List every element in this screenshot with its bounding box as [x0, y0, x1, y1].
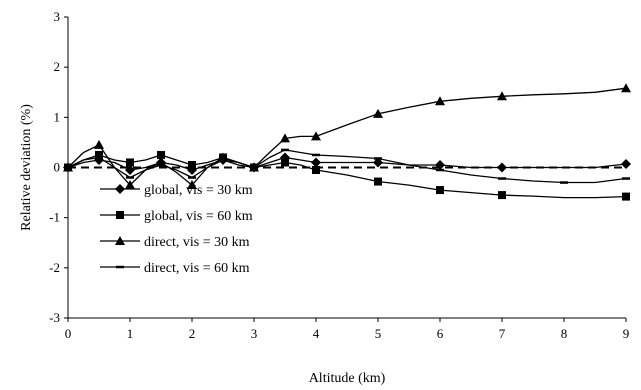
data-point — [435, 96, 445, 106]
series-dash — [64, 148, 630, 184]
y-tick-label: 2 — [54, 59, 61, 74]
legend-item: direct, vis = 60 km — [100, 261, 250, 276]
legend-label: direct, vis = 60 km — [144, 261, 250, 276]
x-tick-label: 8 — [561, 326, 568, 341]
legend-item: direct, vis = 30 km — [100, 235, 250, 250]
data-point — [497, 162, 507, 173]
series-diamond — [63, 152, 631, 176]
series-group — [63, 83, 631, 201]
legend-marker — [115, 236, 125, 245]
data-point — [280, 133, 290, 143]
series-line — [67, 154, 627, 199]
x-tick-label: 2 — [189, 326, 196, 341]
legend-item: global, vis = 30 km — [100, 183, 253, 198]
data-point — [374, 177, 382, 186]
y-tick-label: 0 — [54, 160, 61, 175]
data-point — [621, 83, 631, 93]
series-line — [67, 156, 627, 171]
series-line — [67, 149, 627, 184]
legend-label: global, vis = 60 km — [144, 209, 253, 224]
data-point — [311, 157, 321, 168]
y-tick-label: -2 — [49, 260, 60, 275]
data-point — [621, 158, 631, 169]
y-axis-title: Relative deviation (%) — [19, 104, 34, 231]
data-point — [312, 166, 320, 175]
legend-marker — [115, 184, 125, 194]
series-triangle — [63, 83, 631, 190]
data-point — [281, 158, 289, 167]
legend: global, vis = 30 km global, vis = 60 km di… — [100, 183, 253, 276]
x-tick-label: 5 — [375, 326, 382, 341]
data-point — [188, 160, 196, 169]
x-tick-label: 1 — [127, 326, 134, 341]
legend-marker — [116, 211, 124, 219]
y-tick-label: 3 — [54, 9, 61, 24]
data-point — [435, 159, 445, 170]
data-point — [436, 186, 444, 195]
data-point — [497, 91, 507, 101]
data-point — [373, 108, 383, 118]
legend-label: direct, vis = 30 km — [144, 235, 250, 250]
data-point — [373, 157, 383, 168]
data-point — [125, 180, 135, 190]
y-tick-label: -1 — [49, 210, 60, 225]
data-point — [187, 180, 197, 190]
data-point — [95, 150, 103, 159]
x-tick-label: 4 — [313, 326, 320, 341]
data-point — [311, 131, 321, 141]
data-point — [498, 191, 506, 200]
y-tick-label: 1 — [54, 109, 61, 124]
x-tick-label: 9 — [623, 326, 630, 341]
legend-label: global, vis = 30 km — [144, 183, 253, 198]
data-point — [622, 192, 630, 201]
data-point — [94, 139, 104, 149]
legend-item: global, vis = 60 km — [100, 209, 253, 224]
x-tick-label: 3 — [251, 326, 258, 341]
x-tick-label: 7 — [499, 326, 506, 341]
data-point — [125, 165, 135, 176]
x-tick-label: 6 — [437, 326, 444, 341]
x-axis-title: Altitude (km) — [309, 371, 386, 386]
series-line — [67, 87, 627, 186]
y-tick-label: -3 — [49, 310, 60, 325]
data-point — [157, 150, 165, 159]
data-point — [126, 158, 134, 167]
x-tick-label: 0 — [65, 326, 72, 341]
